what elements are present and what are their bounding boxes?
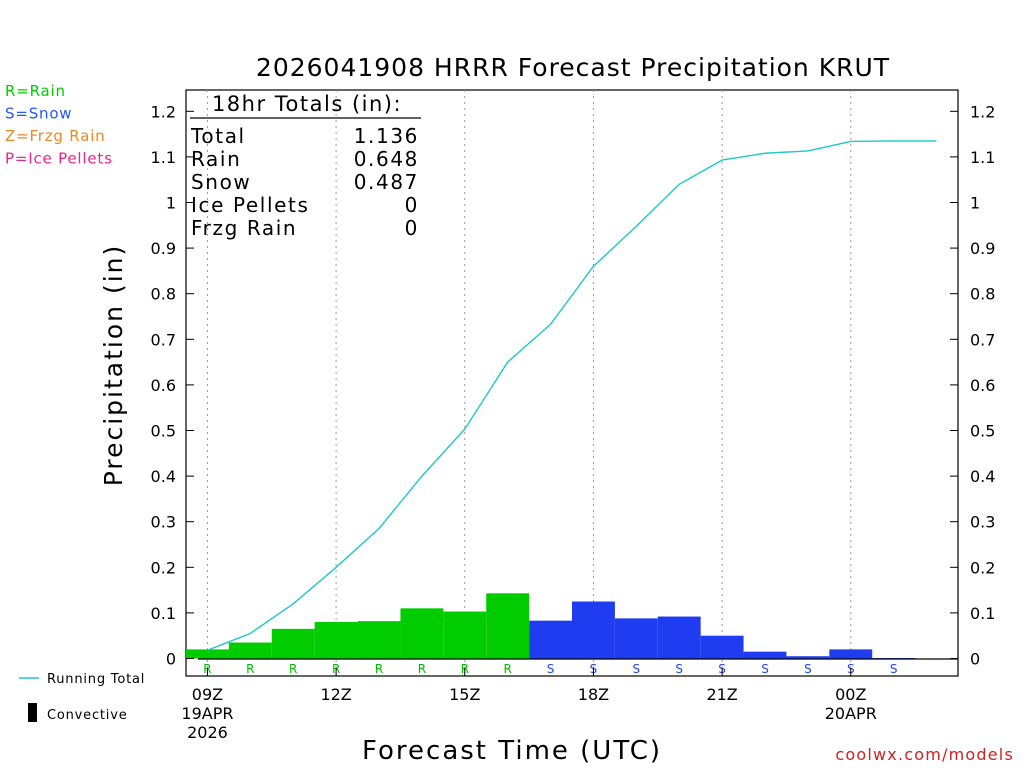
bar-11 bbox=[657, 616, 701, 659]
y-axis-label: Precipitation (in) bbox=[99, 244, 128, 487]
ytick-label-left-5: 0.5 bbox=[151, 422, 176, 441]
bar-7 bbox=[486, 593, 530, 659]
x-axis-label: Forecast Time (UTC) bbox=[362, 736, 662, 766]
ytick-label-right-8: 0.8 bbox=[970, 285, 995, 304]
ytick-label-right-2: 0.2 bbox=[970, 558, 995, 577]
totals-label-0: Total bbox=[190, 124, 246, 148]
ytick-label-right-5: 0.5 bbox=[970, 422, 995, 441]
ytick-label-right-9: 0.9 bbox=[970, 239, 995, 258]
xtick-label-0-0: 09Z bbox=[192, 685, 223, 704]
bar-series bbox=[186, 593, 916, 659]
bar-12 bbox=[700, 635, 744, 659]
precip-type-letter-13: S bbox=[761, 662, 769, 676]
totals-label-3: Ice Pellets bbox=[191, 193, 310, 217]
ytick-label-right-12: 1.2 bbox=[970, 102, 995, 121]
ytick-label-right-3: 0.3 bbox=[970, 513, 995, 532]
ytick-label-left-0: 0 bbox=[166, 650, 176, 669]
ytick-label-left-7: 0.7 bbox=[151, 330, 176, 349]
bar-0 bbox=[186, 649, 229, 659]
totals-value-2: 0.487 bbox=[354, 170, 419, 194]
bar-8 bbox=[529, 620, 572, 659]
bar-6 bbox=[443, 611, 487, 659]
totals-box: 18hr Totals (in): Total 1.136 Rain 0.648 Sno… bbox=[190, 92, 421, 240]
bar-14 bbox=[786, 656, 830, 659]
plot-area: RRRRRRRRSSSSSSSSS 00.10.20.30.40.50.60.7… bbox=[151, 89, 995, 742]
xtick-label-5-1: 20APR bbox=[825, 704, 877, 723]
precip-type-letter-1: R bbox=[246, 662, 254, 676]
bar-5 bbox=[400, 608, 444, 659]
convective-swatch bbox=[28, 703, 37, 722]
precip-type-letters: RRRRRRRRSSSSSSSSS bbox=[203, 662, 897, 676]
legend-entry-2: Z=Frzg Rain bbox=[5, 127, 105, 145]
totals-value-4: 0 bbox=[405, 216, 419, 240]
ytick-label-left-11: 1.1 bbox=[151, 148, 176, 167]
ytick-label-left-10: 1 bbox=[166, 194, 176, 213]
precip-type-letter-11: S bbox=[675, 662, 683, 676]
ytick-label-right-10: 1 bbox=[970, 194, 980, 213]
ytick-label-right-0: 0 bbox=[970, 650, 980, 669]
running-total-legend-label: Running Total bbox=[47, 672, 145, 687]
bar-4 bbox=[357, 621, 401, 659]
xtick-label-5-0: 00Z bbox=[835, 685, 866, 704]
ytick-label-right-4: 0.4 bbox=[970, 467, 995, 486]
chart-title: 2026041908 HRRR Forecast Precipitation K… bbox=[256, 53, 890, 82]
running-total-line bbox=[207, 140, 937, 651]
ytick-label-right-11: 1.1 bbox=[970, 148, 995, 167]
y-axis-right: 0 0.1 0.2 0.3 0.4 0.5 0.6 0.7 0.8 0.9 1 1.1 1.2 bbox=[950, 102, 995, 669]
bottom-legend: Running Total Convective bbox=[19, 672, 145, 723]
bar-2 bbox=[271, 628, 315, 659]
totals-value-1: 0.648 bbox=[354, 147, 419, 171]
convective-legend-label: Convective bbox=[47, 708, 128, 723]
ytick-label-left-8: 0.8 bbox=[151, 285, 176, 304]
bar-13 bbox=[743, 651, 787, 659]
xtick-label-2-0: 15Z bbox=[449, 685, 480, 704]
totals-value-0: 1.136 bbox=[354, 124, 419, 148]
totals-value-3: 0 bbox=[405, 193, 419, 217]
ytick-label-left-3: 0.3 bbox=[151, 513, 176, 532]
legend-entry-3: P=Ice Pellets bbox=[5, 150, 113, 168]
precip-type-letter-2: R bbox=[289, 662, 297, 676]
totals-rows: Total 1.136 Rain 0.648 Snow 0.487 Ice Pellets 0… bbox=[190, 124, 419, 240]
ytick-label-right-6: 0.6 bbox=[970, 376, 995, 395]
grid-lines bbox=[206, 90, 852, 676]
precip-type-letter-16: S bbox=[890, 662, 898, 676]
ytick-label-left-1: 0.1 bbox=[151, 604, 176, 623]
ytick-label-right-7: 0.7 bbox=[970, 330, 995, 349]
legend-entry-0: R=Rain bbox=[5, 82, 66, 100]
totals-label-1: Rain bbox=[191, 147, 241, 171]
precip-type-letter-4: R bbox=[375, 662, 383, 676]
precip-type-letter-14: S bbox=[804, 662, 812, 676]
bar-16 bbox=[872, 658, 916, 659]
y-axis-left: 0 0.1 0.2 0.3 0.4 0.5 0.6 0.7 0.8 0.9 1 1.1 1.2 bbox=[151, 102, 194, 669]
xtick-label-0-2: 2026 bbox=[187, 723, 228, 742]
ytick-label-right-1: 0.1 bbox=[970, 604, 995, 623]
xtick-label-4-0: 21Z bbox=[706, 685, 737, 704]
legend-entry-1: S=Snow bbox=[5, 105, 72, 123]
totals-label-2: Snow bbox=[191, 170, 251, 194]
precip-type-letter-8: S bbox=[547, 662, 555, 676]
ytick-label-left-4: 0.4 bbox=[151, 467, 176, 486]
totals-header: 18hr Totals (in): bbox=[212, 92, 402, 116]
ytick-label-left-9: 0.9 bbox=[151, 239, 176, 258]
precip-type-letter-7: R bbox=[503, 662, 511, 676]
bar-9 bbox=[572, 601, 615, 659]
totals-label-4: Frzg Rain bbox=[191, 216, 297, 240]
credit-text: coolwx.com/models bbox=[835, 745, 1014, 764]
ytick-label-left-2: 0.2 bbox=[151, 558, 176, 577]
plot-frame bbox=[185, 89, 959, 677]
ytick-label-left-6: 0.6 bbox=[151, 376, 176, 395]
bar-3 bbox=[314, 622, 358, 659]
bar-10 bbox=[614, 618, 658, 659]
precip-type-letter-5: R bbox=[418, 662, 426, 676]
bar-1 bbox=[228, 642, 272, 659]
xtick-label-3-0: 18Z bbox=[578, 685, 609, 704]
xtick-label-1-0: 12Z bbox=[320, 685, 351, 704]
ytick-label-left-12: 1.2 bbox=[151, 102, 176, 121]
precip-type-legend: R=Rain S=Snow Z=Frzg Rain P=Ice Pellets bbox=[5, 82, 113, 168]
bar-15 bbox=[829, 649, 873, 659]
precip-type-letter-10: S bbox=[633, 662, 641, 676]
xtick-label-0-1: 19APR bbox=[181, 704, 233, 723]
